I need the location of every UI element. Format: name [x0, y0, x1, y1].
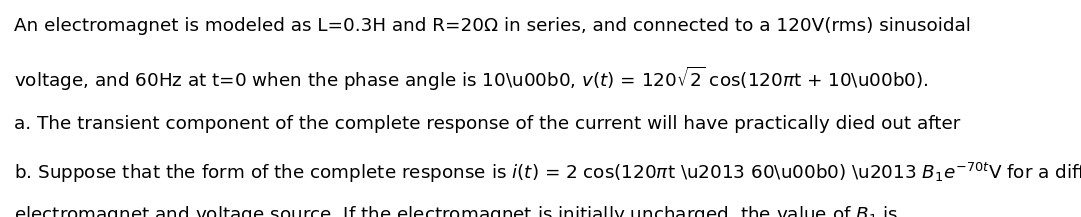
Text: electromagnet and voltage source. If the electromagnet is initially uncharged, t: electromagnet and voltage source. If the… — [14, 204, 933, 217]
Text: An electromagnet is modeled as L=0.3H and R=20Ω in series, and connected to a 12: An electromagnet is modeled as L=0.3H an… — [14, 17, 971, 35]
Text: a. The transient component of the complete response of the current will have pra: a. The transient component of the comple… — [14, 115, 960, 133]
Text: b. Suppose that the form of the complete response is $i(t)$ = 2 cos(120$\pi$t \u: b. Suppose that the form of the complete… — [14, 161, 1081, 185]
Text: voltage, and 60Hz at t=0 when the phase angle is 10\u00b0, $v(t)$ = $120\sqrt{2}: voltage, and 60Hz at t=0 when the phase … — [14, 65, 929, 93]
